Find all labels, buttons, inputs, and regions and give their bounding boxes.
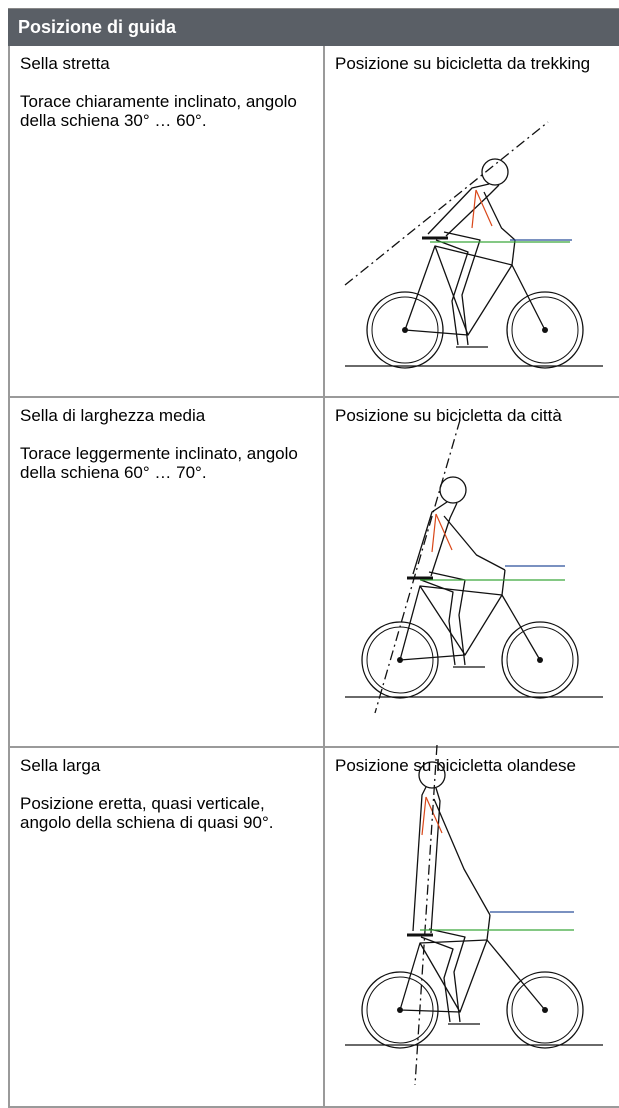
header-title: Posizione di guida xyxy=(18,17,177,37)
cell: Posizione su bicicletta da trekking xyxy=(323,46,619,398)
description: Posizione eretta, quasi verticale, angol… xyxy=(20,794,274,832)
caption: Posizione su bicicletta da città xyxy=(335,406,562,425)
saddle: Sella larga xyxy=(20,756,101,775)
table-header: Posizione di guida xyxy=(8,8,619,46)
cell: Sella larga Posizione eretta, quasi verti… xyxy=(8,748,325,1108)
caption: Posizione su bicicletta da trekking xyxy=(335,54,591,73)
saddle: Sella di larghezza media xyxy=(20,406,206,425)
cell: Posizione su bicicletta da città xyxy=(323,398,619,748)
saddle: Sella stretta xyxy=(20,54,110,73)
caption: Posizione su bicicletta olandese xyxy=(335,756,576,775)
cell: Posizione su bicicletta olandese xyxy=(323,748,619,1108)
description: Torace leggermente inclinato, angolo del… xyxy=(20,444,298,482)
cell: Sella di larghezza media Torace leggermen… xyxy=(8,398,325,748)
cell: Sella stretta Torace chiaramente inclinat… xyxy=(8,46,325,398)
description: Torace chiaramente inclinato, angolo del… xyxy=(20,92,297,130)
